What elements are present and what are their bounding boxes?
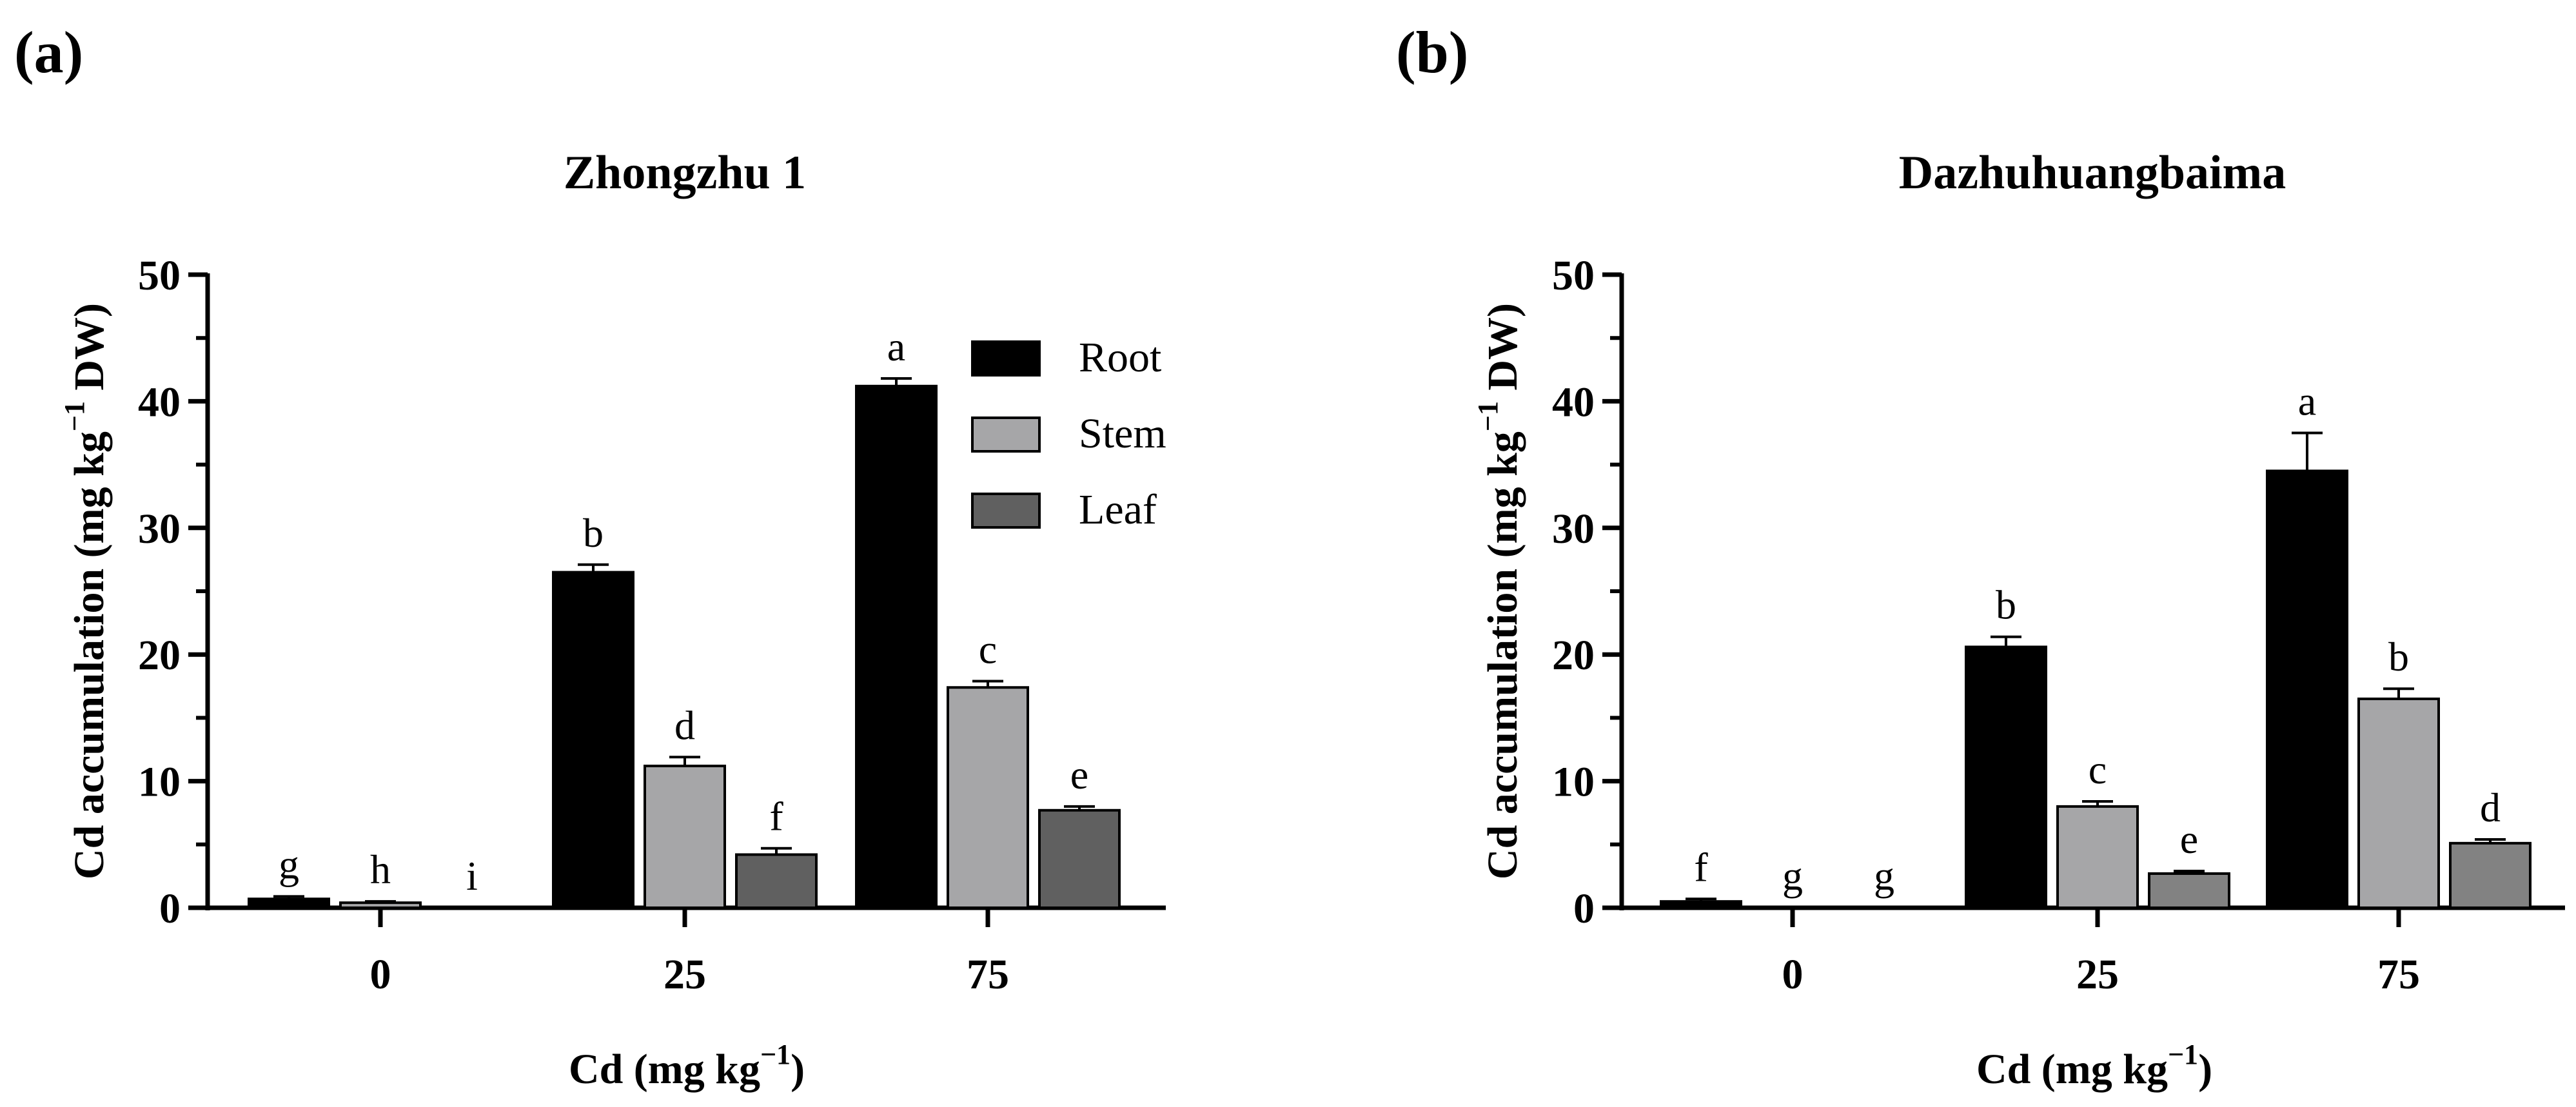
y-tick-label: 10	[138, 759, 181, 806]
bar-root	[855, 384, 938, 909]
y-axis-title-sup: −1	[59, 401, 90, 431]
significance-letter: g	[1874, 853, 1894, 899]
x-axis-title: Cd (mg kg−1)	[569, 1039, 805, 1093]
x-tick-label: 75	[2377, 951, 2420, 998]
y-tick-label: 30	[1552, 505, 1595, 553]
legend-label-leaf: Leaf	[1079, 486, 1157, 533]
significance-letter: a	[887, 324, 905, 369]
chart-zhongzhu-1: Zhongzhu 1 0 10 20 30 40 50 0 25 75 g b a h d c i f e Cd (m…	[59, 146, 1166, 1093]
chart-title: Zhongzhu 1	[564, 146, 806, 199]
bar-stem	[2357, 697, 2440, 909]
y-tick-label: 50	[1552, 252, 1595, 299]
x-tick-label: 25	[2076, 951, 2119, 998]
y-tick-label: 20	[138, 632, 181, 679]
y-axis-title: Cd accumulation (mg kg−1 DW)	[1472, 303, 1526, 879]
significance-letter: c	[979, 626, 997, 672]
bar-leaf	[1038, 808, 1121, 909]
x-axis-title-sup: −1	[760, 1039, 791, 1070]
y-tick-label: 0	[1573, 885, 1595, 932]
bar-stem	[947, 686, 1029, 910]
y-axis-title-main: Cd accumulation (mg kg	[1479, 431, 1526, 879]
legend-label-root: Root	[1079, 334, 1161, 381]
bar-leaf	[2148, 872, 2230, 910]
significance-letter: b	[583, 510, 604, 556]
bar-root	[248, 897, 330, 909]
y-axis-title: Cd accumulation (mg kg−1 DW)	[59, 303, 113, 879]
legend: Root Stem Leaf	[971, 334, 1166, 533]
bar-root	[1965, 645, 2047, 910]
significance-letter: f	[769, 794, 783, 839]
bar-stem	[2056, 805, 2139, 909]
y-axis-title-tail: DW)	[1479, 303, 1526, 401]
chart-title: Dazhuhuangbaima	[1899, 146, 2286, 199]
significance-letter: c	[2089, 747, 2107, 792]
bar-root	[1660, 900, 1742, 910]
x-tick-label: 0	[1782, 951, 1804, 998]
y-tick-label: 40	[138, 378, 181, 426]
y-tick-label: 40	[1552, 378, 1595, 426]
significance-letter: h	[370, 847, 391, 892]
x-axis-title: Cd (mg kg−1)	[1976, 1039, 2212, 1093]
x-tick-label: 25	[664, 951, 706, 998]
significance-letter: e	[1070, 752, 1088, 798]
x-axis-title-close: )	[791, 1046, 805, 1093]
panel-label-b: (b)	[1396, 19, 1468, 85]
chart-dazhuhuangbaima: Dazhuhuangbaima 0 10 20 30 40 50 0 25 75 f b a g c b g e d…	[1472, 146, 2565, 1093]
significance-letter: d	[674, 702, 695, 748]
y-tick-label: 10	[1552, 759, 1595, 806]
y-axis-title-sup: −1	[1472, 401, 1504, 431]
x-tick-label: 0	[370, 951, 391, 998]
y-tick-label: 30	[138, 505, 181, 553]
significance-letter: b	[2388, 634, 2409, 680]
bar-stem	[644, 765, 726, 909]
significance-letter: g	[1782, 853, 1803, 899]
legend-swatch-leaf	[971, 493, 1041, 529]
bar-stem	[339, 901, 422, 910]
significance-letter: a	[2298, 378, 2316, 424]
significance-letter: i	[466, 853, 478, 899]
significance-letter: d	[2480, 785, 2501, 830]
x-axis-title-main: Cd (mg kg	[1976, 1046, 2168, 1093]
significance-letter: g	[279, 841, 299, 887]
legend-swatch-stem	[971, 416, 1041, 453]
significance-letter: b	[1996, 582, 2016, 628]
x-axis-title-main: Cd (mg kg	[569, 1046, 760, 1093]
y-axis-title-tail: DW)	[66, 303, 113, 401]
panel-label-a: (a)	[14, 19, 83, 85]
y-tick-label: 20	[1552, 632, 1595, 679]
bar-leaf	[2449, 841, 2532, 910]
x-axis-title-sup: −1	[2168, 1039, 2198, 1070]
x-tick-label: 75	[967, 951, 1009, 998]
y-axis-title-main: Cd accumulation (mg kg	[66, 431, 113, 879]
legend-swatch-root	[971, 340, 1041, 377]
x-axis-title-close: )	[2198, 1046, 2212, 1093]
legend-label-stem: Stem	[1079, 410, 1166, 457]
significance-letter: f	[1694, 844, 1708, 890]
y-tick-label: 0	[159, 885, 181, 932]
y-tick-label: 50	[138, 252, 181, 299]
bar-leaf	[735, 853, 818, 909]
significance-letter: e	[2180, 816, 2198, 862]
bar-root	[552, 571, 634, 909]
bar-root	[2266, 469, 2348, 909]
